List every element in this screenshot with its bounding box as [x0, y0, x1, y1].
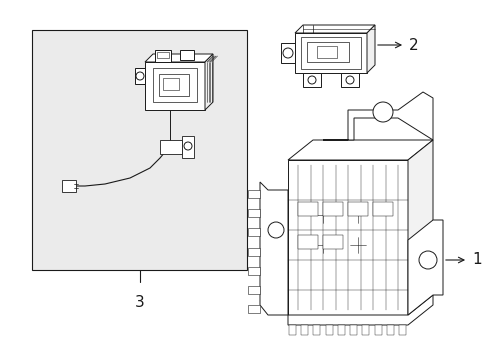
Bar [247, 267, 260, 275]
Bar [398, 325, 405, 335]
Polygon shape [294, 25, 374, 33]
Bar [303, 73, 320, 87]
Bar [155, 50, 171, 62]
Text: 1: 1 [471, 252, 481, 267]
Bar [301, 37, 360, 69]
Bar [288, 325, 295, 335]
Bar [325, 325, 332, 335]
Bar [362, 325, 368, 335]
Polygon shape [287, 160, 407, 315]
Bar [323, 235, 342, 249]
Polygon shape [260, 182, 287, 315]
Polygon shape [145, 54, 213, 62]
Circle shape [267, 222, 284, 238]
Circle shape [372, 102, 392, 122]
Bar [163, 78, 179, 90]
Text: 2: 2 [408, 37, 418, 53]
Bar [145, 62, 204, 110]
Circle shape [283, 48, 292, 58]
Circle shape [183, 142, 192, 150]
Bar [180, 50, 194, 60]
Bar [313, 325, 320, 335]
Bar [337, 325, 344, 335]
Bar [247, 305, 260, 313]
Bar [159, 74, 189, 96]
Bar [153, 68, 197, 102]
Polygon shape [407, 140, 432, 315]
Text: 3: 3 [134, 295, 144, 310]
Bar [297, 202, 317, 216]
Polygon shape [287, 140, 432, 160]
Bar [316, 46, 336, 58]
Circle shape [136, 72, 143, 80]
Bar [160, 140, 182, 154]
Bar [247, 228, 260, 236]
Circle shape [418, 251, 436, 269]
Bar [247, 190, 260, 198]
Polygon shape [204, 54, 213, 110]
Bar [182, 136, 194, 158]
Bar [301, 325, 307, 335]
Polygon shape [323, 92, 432, 140]
Bar [306, 42, 348, 62]
Bar [323, 202, 342, 216]
Circle shape [307, 76, 315, 84]
Bar [347, 202, 367, 216]
Bar [374, 325, 381, 335]
Bar [135, 68, 145, 84]
Polygon shape [366, 25, 374, 73]
Bar [294, 33, 366, 73]
Bar [349, 325, 356, 335]
Bar [157, 52, 169, 58]
Bar [372, 202, 392, 216]
Bar [62, 180, 76, 192]
Bar [281, 43, 294, 63]
Bar [340, 73, 358, 87]
Bar [32, 30, 246, 270]
Bar [297, 235, 317, 249]
Bar [247, 286, 260, 294]
Bar [386, 325, 393, 335]
Polygon shape [287, 295, 432, 325]
Bar [247, 209, 260, 217]
Circle shape [346, 76, 353, 84]
Bar [247, 248, 260, 256]
Polygon shape [407, 220, 442, 315]
